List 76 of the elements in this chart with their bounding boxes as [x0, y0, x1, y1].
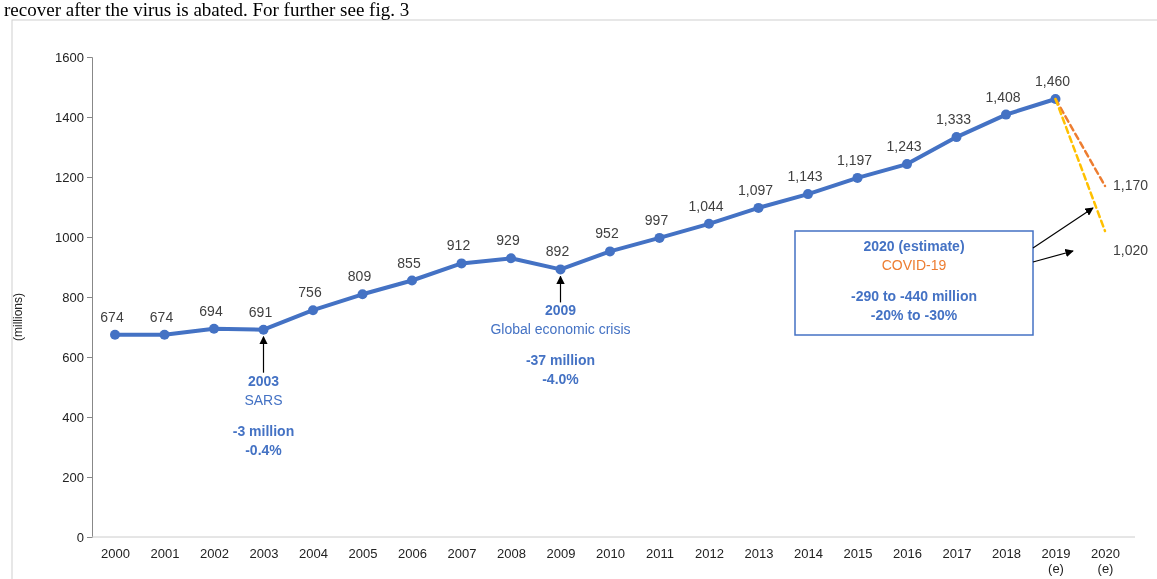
y-tick-label: 200	[62, 469, 84, 485]
data-label: 694	[199, 302, 223, 319]
x-tick-label: 2007	[447, 546, 477, 562]
y-tick-label: 600	[62, 349, 84, 365]
point	[159, 329, 170, 340]
point	[258, 324, 269, 335]
text: recover after the virus is abated. For further see fig. 3	[4, 0, 410, 20]
data-label: 1,170	[1113, 177, 1149, 193]
point	[951, 132, 962, 143]
data-label: 756	[298, 284, 322, 301]
point	[308, 305, 318, 316]
point	[704, 218, 714, 229]
y-tick-label: 800	[62, 289, 84, 305]
data-label: 1,460	[1034, 73, 1071, 89]
point	[555, 264, 566, 275]
x-tick-label: 2008	[497, 546, 526, 562]
point	[654, 232, 665, 243]
y-tick-label: 1600	[55, 49, 84, 65]
x-tick-label: 2001	[150, 546, 180, 562]
x-tick-label: 2017	[942, 546, 972, 562]
x-tick-label: 2013	[744, 546, 774, 562]
x-tick-label: 2019 (e)	[1041, 546, 1071, 576]
data-label: 1,408	[985, 88, 1021, 105]
data-label: 809	[347, 268, 372, 285]
data-label: 929	[496, 232, 520, 249]
y-axis-title: (millions)	[11, 293, 25, 341]
data-label: 674	[149, 308, 174, 325]
point	[852, 172, 863, 183]
data-label: 1,097	[737, 181, 774, 198]
point	[605, 246, 615, 257]
data-label: 674	[100, 308, 124, 325]
point	[753, 202, 764, 213]
data-label: 691	[248, 303, 273, 320]
data-label: 912	[446, 237, 471, 254]
data-label: 1,243	[886, 138, 922, 155]
x-tick-label: 2012	[695, 546, 724, 562]
x-tick-label: 2016	[893, 546, 922, 562]
x-tick-label: 2015	[843, 546, 873, 562]
y-tick-label: 1000	[55, 229, 84, 245]
x-tick-label: 2014	[794, 546, 823, 562]
x-tick-label: 2009	[546, 546, 576, 562]
point	[110, 329, 120, 340]
data-label: 1,333	[935, 111, 972, 128]
x-tick-label: 2006	[398, 546, 427, 562]
y-tick-label: 1400	[55, 109, 84, 125]
x-tick-label: 2010	[596, 546, 625, 562]
annotation: 2003 SARS -3 million -0.4%	[232, 372, 295, 458]
point	[1001, 109, 1011, 120]
data-label: 1,197	[836, 151, 873, 168]
point	[209, 323, 219, 334]
x-tick-label: 2011	[646, 546, 674, 562]
data-label: 952	[595, 225, 619, 242]
y-tick-label: 0	[76, 529, 84, 545]
x-tick-label: 2020 (e)	[1091, 546, 1120, 576]
y-tick-label: 1200	[55, 169, 84, 185]
point	[506, 253, 516, 264]
data-label: 1,044	[688, 197, 724, 214]
data-label: 1,020	[1113, 242, 1149, 258]
point	[803, 189, 813, 200]
annotation: 2009 Global economic crisis -37 million -4.0%	[490, 302, 631, 388]
data-label: 997	[644, 211, 669, 228]
data-label: 855	[397, 254, 421, 271]
point	[456, 258, 467, 269]
x-tick-label: 2002	[200, 546, 229, 562]
data-label: 892	[545, 243, 570, 260]
point	[902, 159, 912, 170]
x-tick-label: 2003	[249, 546, 279, 562]
x-tick-label: 2018	[992, 546, 1021, 562]
annotation: 2020 (estimate) COVID-19 -290 to -440 million -20% to -30%	[850, 238, 978, 323]
point	[357, 289, 368, 300]
y-tick-label: 400	[62, 409, 84, 425]
point	[407, 275, 417, 286]
data-label: 1,143	[787, 168, 823, 185]
x-tick-label: 2000	[101, 546, 130, 562]
x-tick-label: 2005	[348, 546, 378, 562]
x-tick-label: 2004	[299, 546, 328, 562]
